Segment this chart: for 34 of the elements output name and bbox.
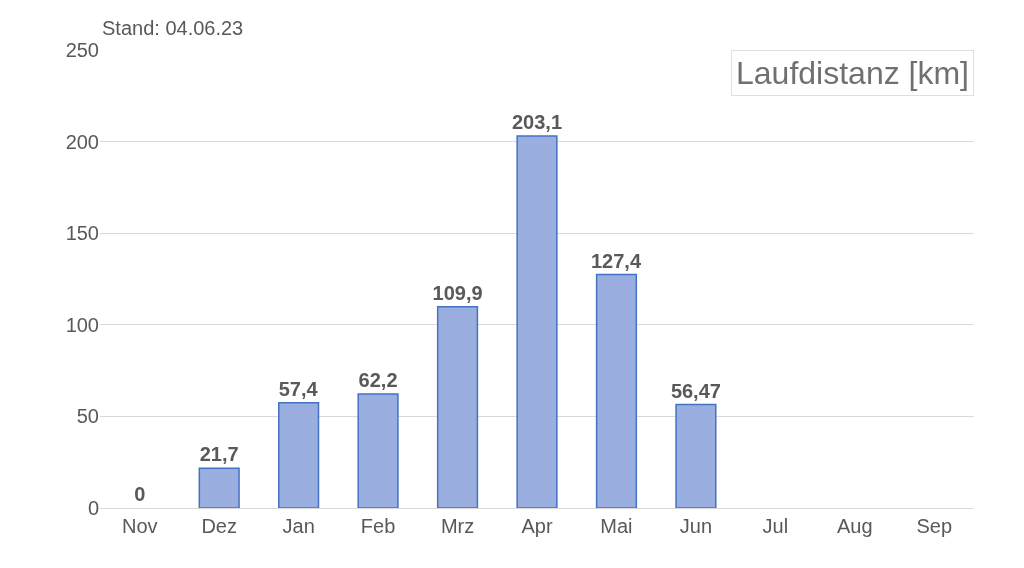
data-label: 0 <box>134 483 146 505</box>
bar <box>278 402 320 508</box>
x-tick-label: Feb <box>360 515 396 537</box>
bar <box>675 403 717 508</box>
bar <box>357 393 399 508</box>
chart-subtitle: Stand: 04.06.23 <box>102 17 244 39</box>
x-tick-label: Mrz <box>440 515 475 537</box>
x-tick-label: Jan <box>282 515 315 537</box>
bar <box>516 135 558 508</box>
y-tick-label: 250 <box>65 39 99 61</box>
data-label: 203,1 <box>511 110 563 133</box>
x-tick-label: Dez <box>201 515 237 537</box>
data-label: 56,47 <box>670 379 721 402</box>
x-tick-label: Apr <box>521 515 553 537</box>
y-tick-label: 50 <box>76 405 99 428</box>
x-tick-label: Jul <box>762 515 789 537</box>
bar <box>198 467 240 508</box>
data-label: 109,9 <box>432 281 483 304</box>
x-tick-label: Nov <box>121 515 158 537</box>
x-tick-label: Jun <box>679 515 713 537</box>
chart-title: Laufdistanz [km] <box>736 55 969 91</box>
bar <box>436 305 479 508</box>
x-tick-label: Sep <box>916 515 953 537</box>
y-tick-label: 200 <box>65 130 99 153</box>
data-label: 57,4 <box>278 377 319 400</box>
x-tick-label: Mai <box>600 515 633 537</box>
data-label: 62,2 <box>358 369 398 392</box>
bar <box>595 273 638 508</box>
y-tick-label: 100 <box>65 313 99 336</box>
data-label: 127,4 <box>590 249 642 272</box>
x-tick-label: Aug <box>837 515 873 537</box>
y-tick-label: 0 <box>87 497 99 519</box>
data-label: 21,7 <box>199 443 239 466</box>
y-tick-label: 150 <box>65 222 99 245</box>
